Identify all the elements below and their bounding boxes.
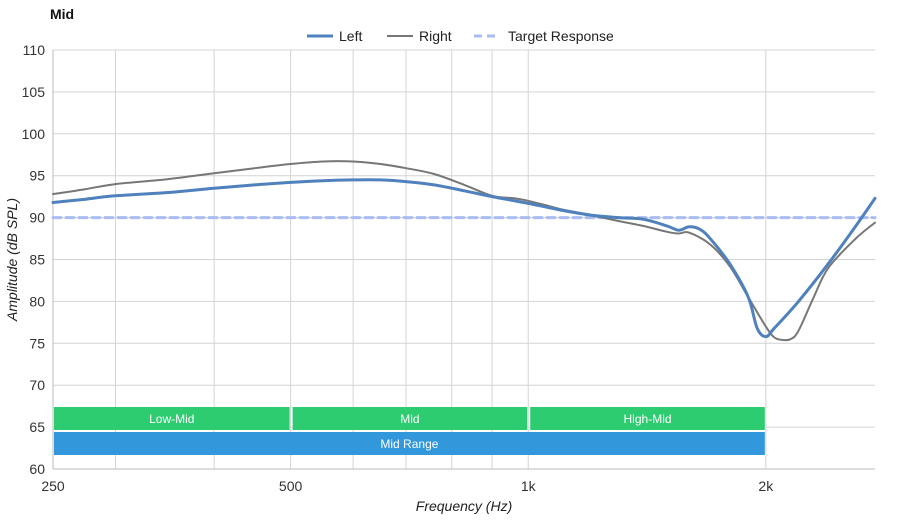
band-label: High-Mid: [624, 412, 672, 426]
y-tick-label: 65: [29, 419, 45, 435]
x-tick-label: 2k: [758, 478, 774, 494]
x-tick-label: 1k: [521, 478, 537, 494]
y-tick-label: 100: [22, 126, 46, 142]
legend-label: Left: [339, 28, 362, 44]
band-label: Low-Mid: [149, 412, 194, 426]
y-tick-label: 80: [29, 293, 45, 309]
legend-label: Target Response: [508, 28, 614, 44]
y-axis-title: Amplitude (dB SPL): [4, 198, 20, 322]
y-tick-label: 75: [29, 335, 45, 351]
y-tick-label: 90: [29, 210, 45, 226]
legend-label: Right: [419, 28, 452, 44]
band-bar: [292, 407, 528, 430]
y-tick-label: 60: [29, 461, 45, 477]
y-tick-label: 105: [22, 84, 46, 100]
y-tick-label: 95: [29, 168, 45, 184]
band-bar: [54, 407, 290, 430]
y-tick-label: 85: [29, 252, 45, 268]
y-tick-label: 110: [23, 42, 46, 58]
y-tick-label: 70: [29, 377, 45, 393]
x-tick-label: 250: [41, 478, 65, 494]
band-label: Mid: [400, 412, 419, 426]
chart-title: Mid: [50, 6, 75, 22]
band-label: Mid Range: [380, 437, 438, 451]
band-bar: [54, 432, 765, 455]
band-bar: [530, 407, 765, 430]
x-tick-label: 500: [279, 478, 303, 494]
series-line-left: [51, 178, 877, 339]
x-axis-title: Frequency (Hz): [416, 498, 512, 514]
